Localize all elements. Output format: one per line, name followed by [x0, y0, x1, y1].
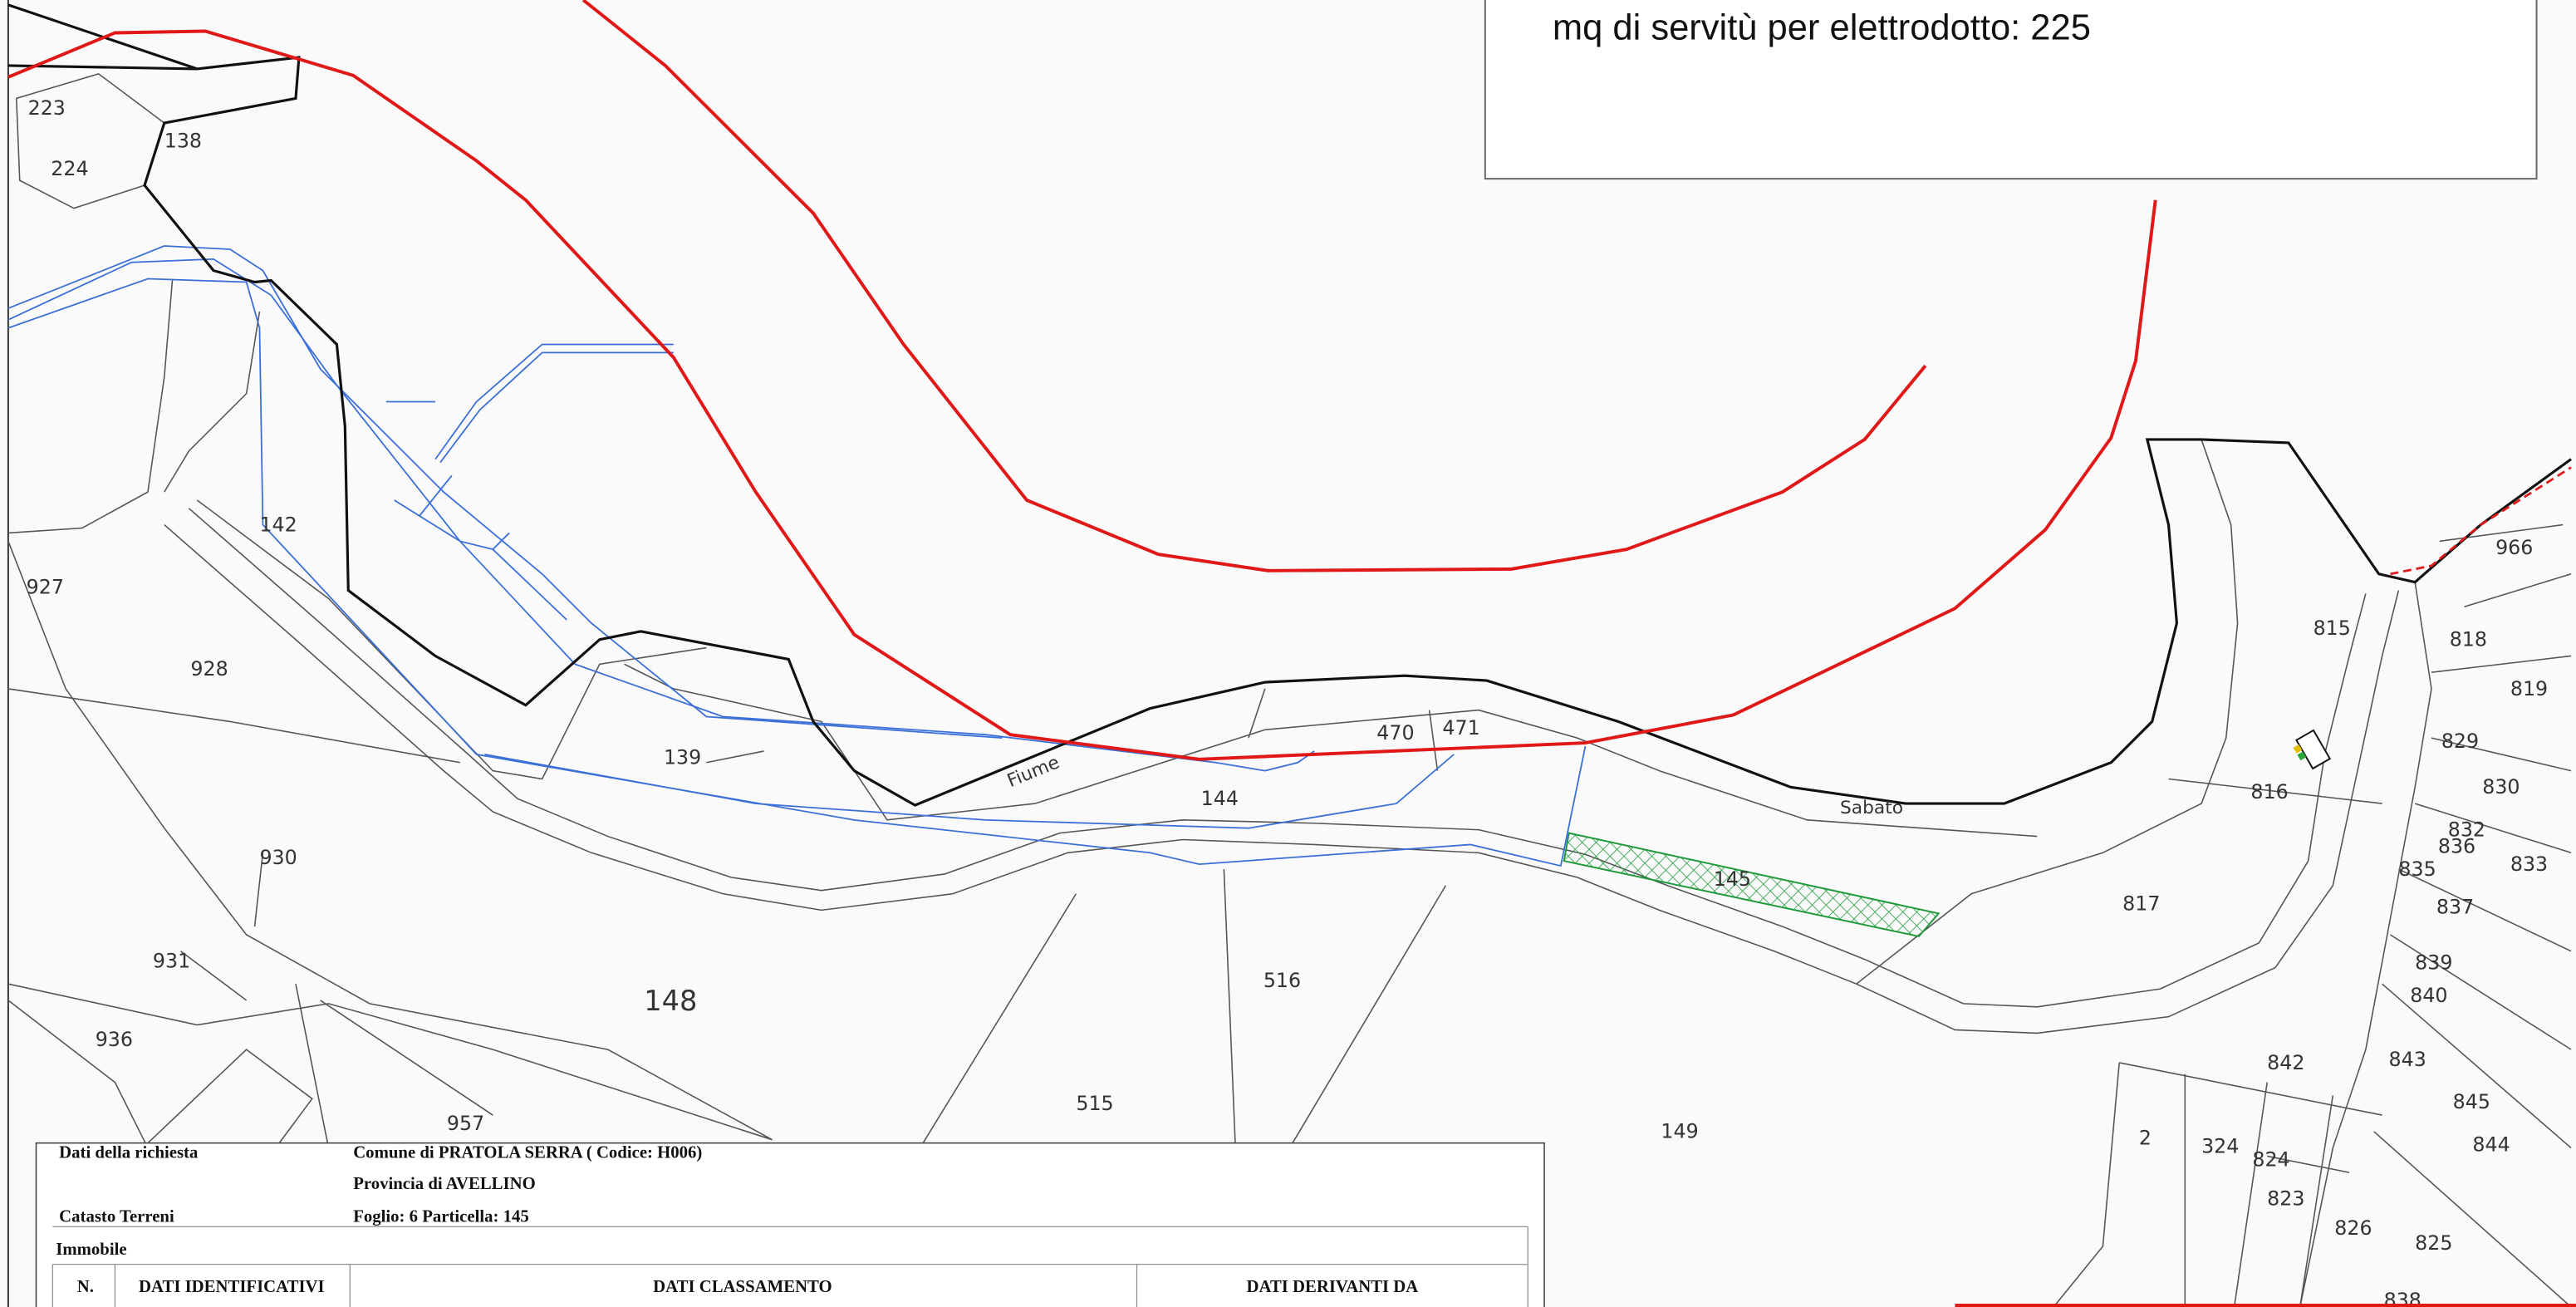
parcel-label: 2 — [2139, 1127, 2152, 1150]
table-value: Foglio: 6 Particella: 145 — [353, 1207, 529, 1226]
parcel-label: 936 — [96, 1028, 133, 1051]
parcel-label: 842 — [2267, 1051, 2304, 1074]
parcel-label: 142 — [259, 513, 297, 536]
parcel-label: 845 — [2453, 1090, 2490, 1113]
parcel-label: 516 — [1263, 969, 1301, 992]
column-header: DATI IDENTIFICATIVI — [139, 1278, 325, 1296]
parcel-label: 830 — [2482, 775, 2520, 798]
parcel-label: 832 — [2448, 818, 2485, 842]
river-label: Sabato — [1840, 798, 1903, 818]
parcel-label: 837 — [2436, 895, 2474, 918]
parcel-label: 829 — [2441, 730, 2479, 753]
parcel-label: 836 — [2438, 834, 2475, 857]
parcel-label: 149 — [1661, 1120, 1698, 1143]
info-text: mq di servitù per elettrodotto: 225 — [1553, 7, 2091, 47]
water-network — [7, 245, 1587, 867]
parcel-label: 515 — [1076, 1092, 1113, 1115]
data-table: Dati della richiesta Comune di PRATOLA S… — [35, 1142, 1545, 1307]
table-value: Provincia di AVELLINO — [353, 1175, 536, 1193]
parcel-label: 148 — [644, 985, 697, 1017]
parcel-label: 957 — [447, 1112, 484, 1135]
power-line-buffer — [7, 29, 2157, 761]
power-line-buffer — [581, 0, 1927, 572]
power-line-dashed — [2390, 466, 2572, 576]
parcel-labels: 223 224 138 142 927 928 139 470 471 144 930 931 936 1… — [27, 96, 2549, 1307]
table-label: Dati della richiesta — [59, 1143, 199, 1162]
parcel-label: 815 — [2313, 617, 2351, 640]
parcel-label: 826 — [2334, 1216, 2372, 1240]
parcel-label: 138 — [164, 130, 202, 153]
parcel-label: 324 — [2201, 1134, 2239, 1157]
parcel-label: 839 — [2415, 951, 2452, 974]
parcel-label: 835 — [2398, 857, 2436, 881]
parcel-label: 930 — [259, 846, 297, 869]
table-label: Catasto Terreni — [59, 1207, 174, 1226]
table-value: Comune di PRATOLA SERRA ( Codice: H006) — [353, 1143, 702, 1162]
parcel-label: 470 — [1376, 721, 1414, 744]
parcel-label: 843 — [2389, 1048, 2426, 1071]
parcel-label: 833 — [2510, 852, 2548, 876]
parcel-label: 840 — [2410, 984, 2447, 1007]
parcel-label: 145 — [1714, 867, 1751, 891]
table-section: Immobile — [56, 1241, 126, 1259]
parcel-label: 224 — [51, 157, 88, 180]
parcel-label: 817 — [2122, 892, 2160, 915]
pylon-icon — [2293, 729, 2332, 770]
column-header: DATI DERIVANTI DA — [1246, 1278, 1418, 1296]
parcel-label: 144 — [1201, 787, 1239, 810]
parcel-label: 928 — [190, 657, 228, 681]
info-box — [1484, 0, 2538, 180]
parcel-label: 818 — [2450, 628, 2487, 651]
parcel-label: 824 — [2252, 1147, 2289, 1171]
parcel-label: 223 — [28, 96, 66, 120]
parcel-label: 471 — [1442, 716, 1479, 739]
parcel-label: 927 — [27, 575, 64, 598]
parcel-label: 816 — [2250, 780, 2288, 803]
parcel-label: 825 — [2415, 1231, 2452, 1255]
parcel-label: 966 — [2495, 536, 2533, 559]
column-header: DATI CLASSAMENTO — [653, 1278, 832, 1296]
parcel-label: 838 — [2384, 1289, 2421, 1307]
parcel-label: 823 — [2267, 1187, 2304, 1211]
parcel-label: 819 — [2510, 677, 2548, 700]
parcel-label: 844 — [2472, 1133, 2510, 1157]
parcel-label: 931 — [153, 949, 190, 972]
parcel-boundaries — [7, 72, 2572, 1307]
parcel-label: 139 — [664, 746, 701, 769]
easement-area — [1563, 832, 1941, 938]
column-header: N. — [77, 1278, 94, 1296]
